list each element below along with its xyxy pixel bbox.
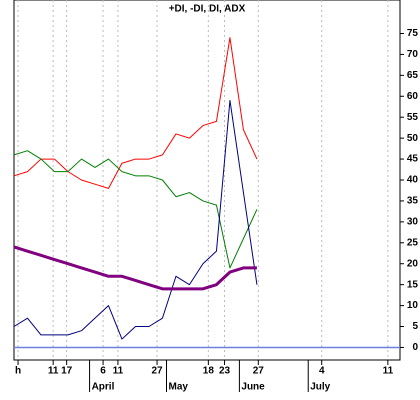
y-tick-label: 25 — [407, 237, 419, 248]
month-label: June — [241, 382, 265, 393]
x-tick-label: 27 — [152, 366, 164, 377]
x-tick-label: 18 — [203, 366, 215, 377]
y-tick-label: 0 — [412, 342, 418, 353]
x-tick-label: 11 — [113, 366, 124, 377]
month-label: April — [92, 382, 115, 393]
y-tick-label: 10 — [407, 300, 419, 311]
y-tick-label: 55 — [407, 112, 419, 123]
series-line — [13, 150, 258, 269]
y-tick-label: 75 — [407, 28, 419, 39]
series-line — [13, 245, 257, 291]
x-tick-label: 27 — [253, 366, 265, 377]
month-label: May — [169, 382, 189, 393]
y-tick-label: 65 — [407, 70, 419, 81]
month-label: July — [310, 382, 330, 393]
x-tick-label: 17 — [61, 366, 73, 377]
x-tick-label: 11 — [48, 366, 59, 377]
x-tick-label: 6 — [100, 366, 106, 377]
series-line — [13, 99, 258, 340]
y-tick-label: 50 — [407, 133, 419, 144]
x-tick-label: 4 — [319, 366, 325, 377]
plot-frame — [13, 0, 401, 361]
y-tick-label: 40 — [407, 175, 419, 186]
x-tick-label: h — [15, 366, 21, 377]
y-tick-label: 30 — [407, 217, 419, 228]
series-line — [13, 37, 258, 189]
y-tick-label: 60 — [407, 91, 419, 102]
y-tick-label: 35 — [407, 196, 419, 207]
y-tick-label: 45 — [407, 154, 419, 165]
y-tick-label: 5 — [412, 321, 418, 332]
y-tick-label: 15 — [407, 279, 419, 290]
y-tick-label: 70 — [407, 49, 419, 60]
x-tick-label: 11 — [383, 366, 394, 377]
x-tick-label: 23 — [219, 366, 231, 377]
y-tick-label: 20 — [407, 258, 419, 269]
chart-title: +DI, -DI, DI, ADX — [169, 4, 246, 15]
